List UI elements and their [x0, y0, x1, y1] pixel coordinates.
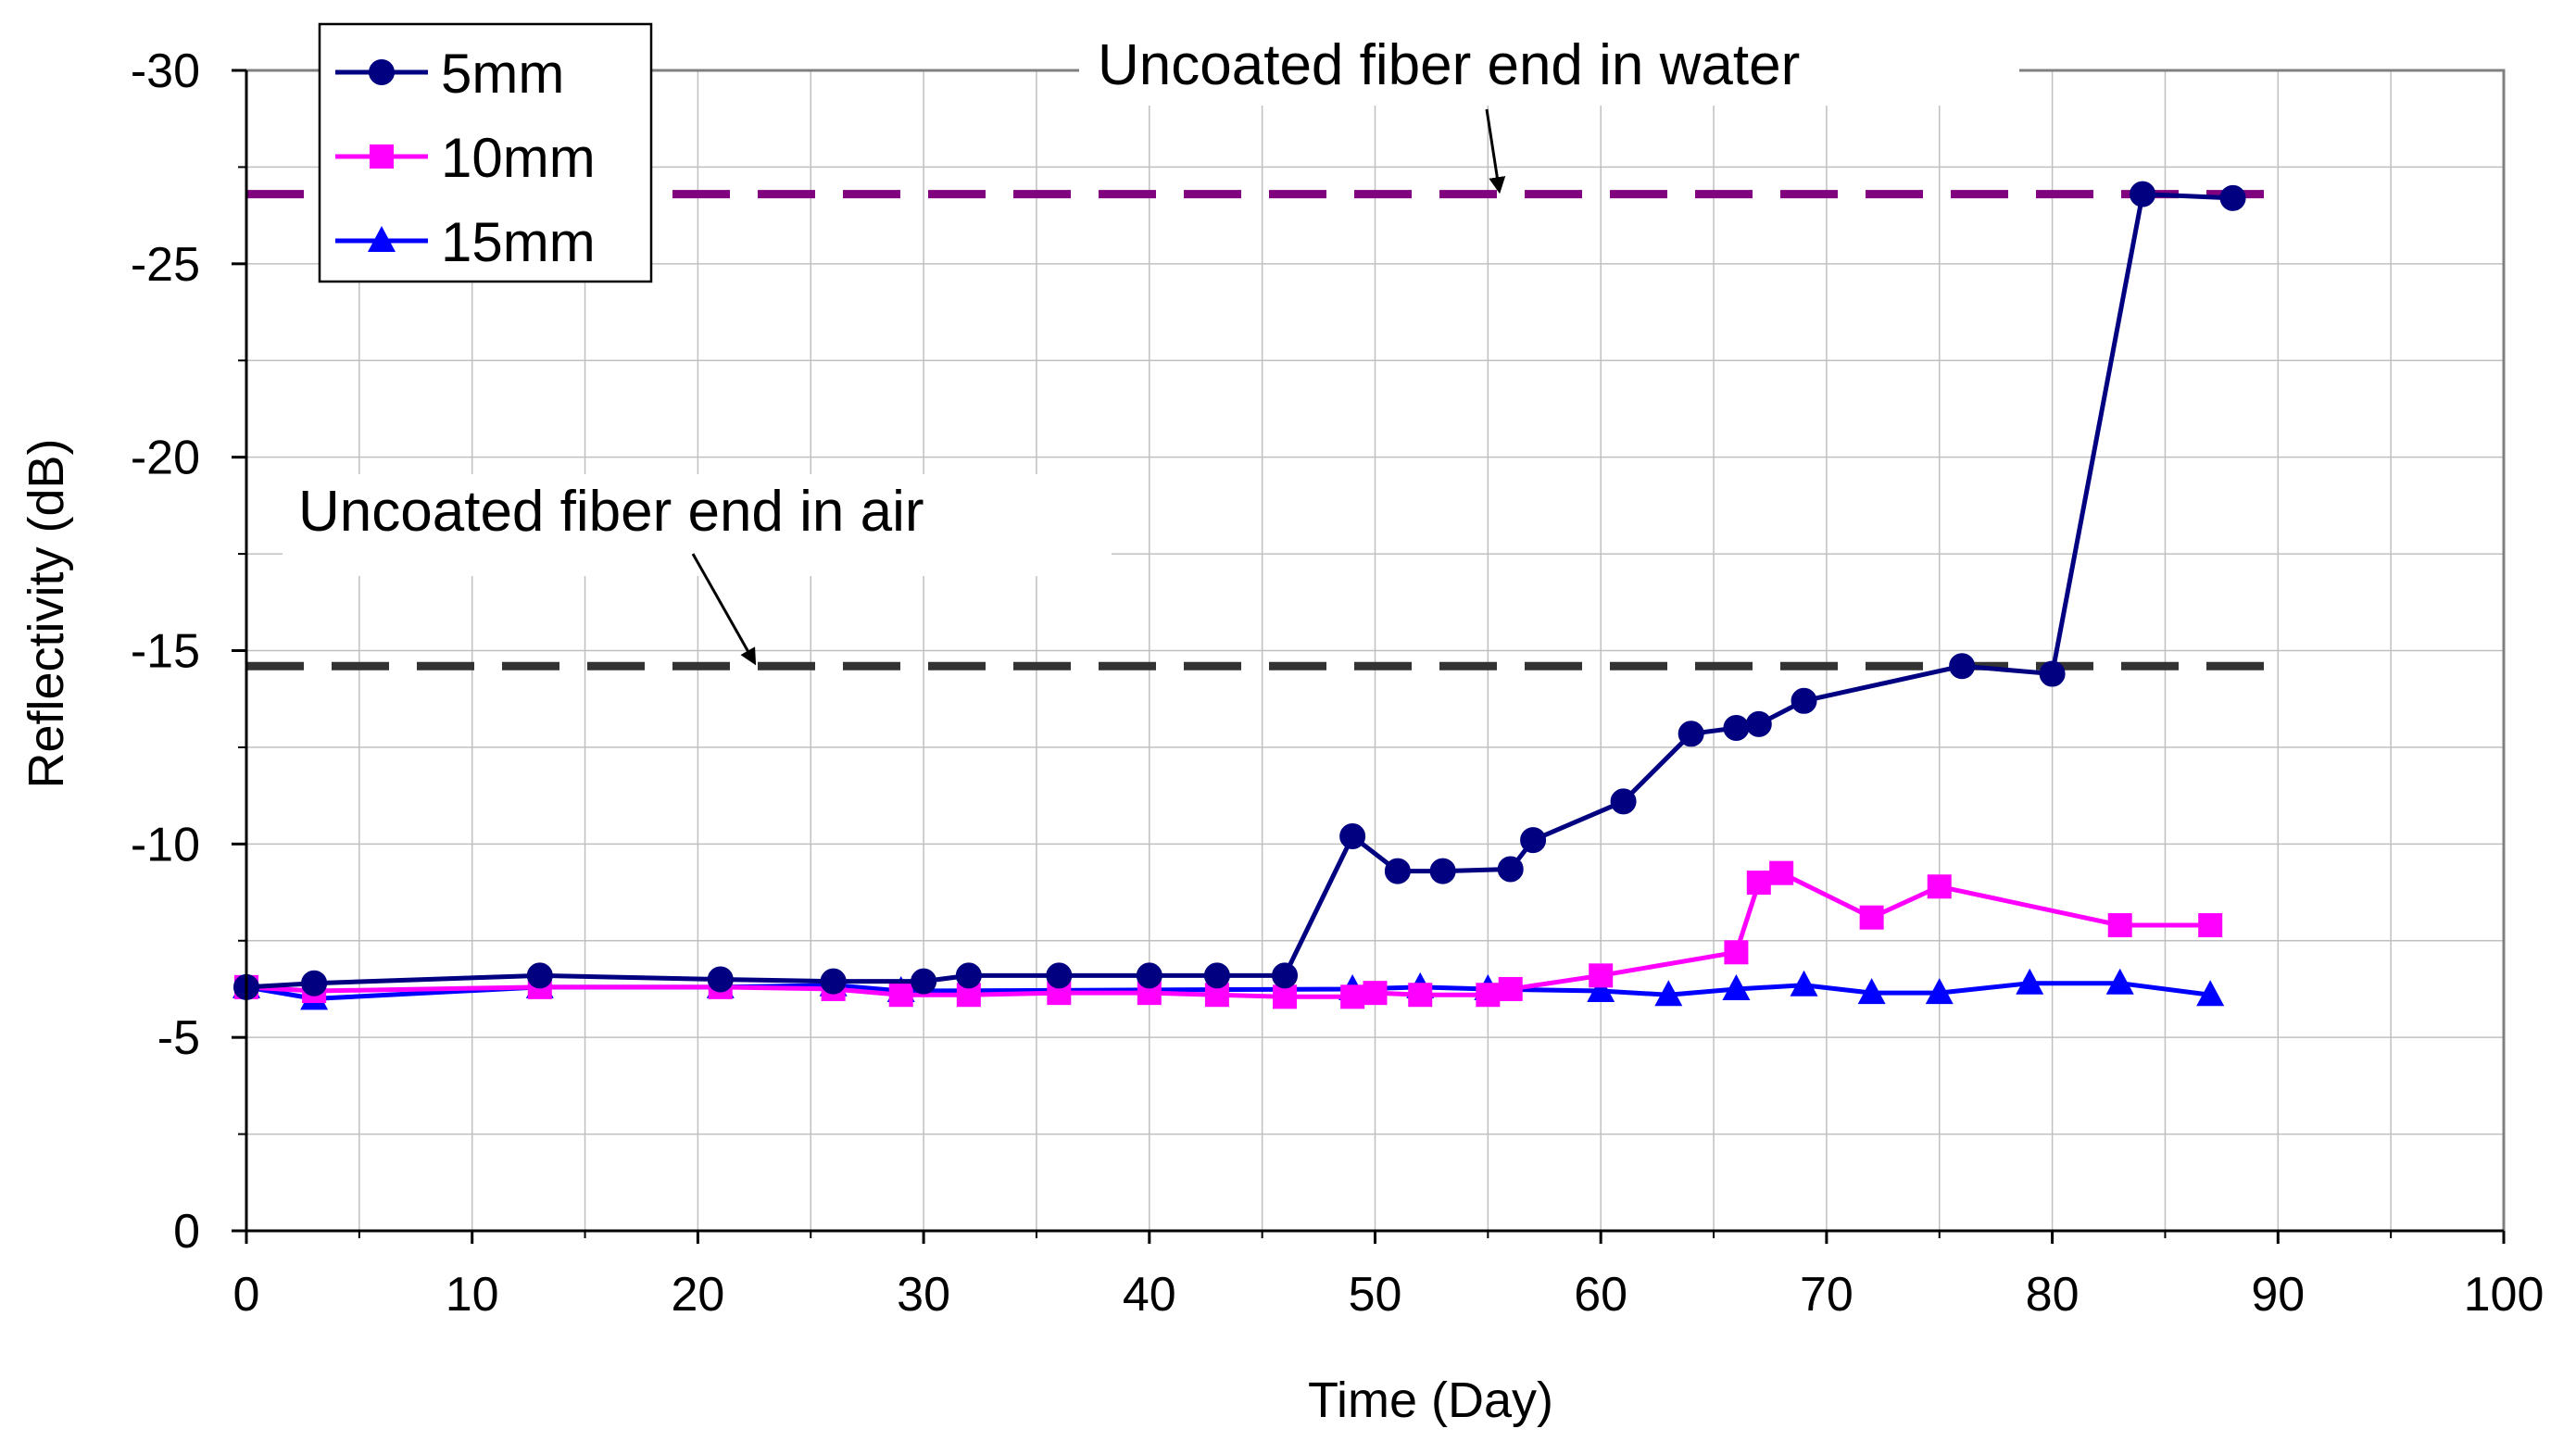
data-point-circle — [707, 966, 734, 993]
data-point-square — [2107, 913, 2132, 938]
data-point-square — [888, 983, 913, 1008]
x-tick-label: 80 — [2026, 1268, 2080, 1322]
data-point-circle — [1339, 822, 1366, 849]
data-point-square — [1273, 984, 1298, 1009]
x-tick-label: 40 — [1123, 1268, 1176, 1322]
legend-label: 5mm — [441, 43, 564, 105]
data-point-circle — [1791, 687, 1817, 714]
data-point-circle — [301, 970, 328, 996]
data-point-circle — [1520, 827, 1547, 854]
data-point-circle — [2219, 184, 2246, 211]
x-tick-label: 50 — [1349, 1268, 1402, 1322]
data-point-circle — [2039, 660, 2066, 687]
data-point-circle — [1272, 962, 1299, 989]
data-point-triangle — [368, 226, 396, 252]
data-point-circle — [1678, 721, 1704, 747]
data-point-square — [1408, 983, 1433, 1008]
y-tick-label: -15 — [131, 625, 200, 679]
x-axis-title: Time (Day) — [1308, 1373, 1553, 1428]
x-tick-label: 100 — [2464, 1268, 2545, 1322]
data-point-triangle — [2196, 980, 2225, 1007]
data-point-circle — [2130, 181, 2156, 207]
legend-item-5mm: 5mm — [335, 43, 564, 105]
legend-label: 10mm — [441, 127, 596, 189]
data-point-square — [1340, 984, 1365, 1009]
data-point-triangle — [2016, 968, 2044, 995]
legend-item-15mm: 15mm — [335, 211, 596, 273]
x-tick-label: 30 — [897, 1268, 950, 1322]
data-point-circle — [1203, 962, 1230, 989]
data-point-circle — [1046, 962, 1073, 989]
data-point-square — [1476, 983, 1501, 1008]
x-tick-label: 90 — [2251, 1268, 2305, 1322]
annotation-arrow — [691, 553, 757, 666]
annotation-air-label: Uncoated fiber end in air — [298, 480, 924, 544]
y-axis-title: Reflectivity (dB) — [19, 438, 74, 788]
legend: 5mm 10mm 15mm — [318, 22, 653, 283]
x-tick-label: 10 — [446, 1268, 499, 1322]
data-point-square — [1859, 905, 1884, 930]
annotation-water-label: Uncoated fiber end in water — [1098, 33, 1800, 97]
data-point-circle — [1429, 858, 1456, 884]
data-point-circle — [1949, 653, 1976, 680]
data-point-triangle — [1857, 978, 1886, 1005]
legend-label: 15mm — [441, 211, 596, 273]
data-point-square — [370, 144, 394, 169]
data-point-circle — [1610, 788, 1637, 815]
data-point-triangle — [1722, 973, 1751, 1000]
data-point-square — [1724, 940, 1749, 965]
y-tick-label: -5 — [157, 1011, 200, 1065]
data-point-circle — [911, 968, 937, 995]
data-point-square — [1589, 963, 1614, 988]
data-point-circle — [526, 962, 553, 989]
data-point-square — [1769, 860, 1794, 885]
data-point-triangle — [1587, 976, 1615, 1003]
y-tick-label: 0 — [173, 1205, 200, 1259]
x-tick-label: 60 — [1574, 1268, 1627, 1322]
x-tick-label: 20 — [671, 1268, 724, 1322]
data-point-circle — [1723, 715, 1750, 742]
series — [232, 181, 2246, 1010]
data-point-square — [1927, 874, 1952, 899]
data-point-square — [2198, 913, 2223, 938]
annotations: Uncoated fiber end in water Uncoated fibe… — [283, 33, 2019, 666]
data-point-circle — [1745, 710, 1772, 737]
y-tick-label: -10 — [131, 818, 200, 871]
data-point-circle — [369, 59, 395, 85]
data-point-circle — [955, 962, 982, 989]
x-tick-label: 70 — [1800, 1268, 1853, 1322]
data-point-triangle — [1654, 980, 1683, 1007]
legend-item-10mm: 10mm — [335, 127, 596, 189]
data-point-triangle — [2105, 968, 2134, 995]
series-5mm — [233, 181, 2246, 1000]
data-point-square — [1363, 981, 1388, 1006]
data-point-square — [1498, 976, 1523, 1001]
annotation-arrow — [1485, 108, 1506, 194]
data-point-triangle — [1790, 970, 1818, 996]
axes: 0 10 20 30 40 50 60 70 80 90 100 0 -5 -10 -15 -20 -25 -30… — [19, 44, 2544, 1428]
data-point-circle — [820, 968, 847, 995]
y-tick-label: -30 — [131, 44, 200, 98]
data-point-circle — [1497, 856, 1524, 883]
annotation-background — [1079, 41, 2019, 106]
data-point-square — [1746, 871, 1771, 896]
y-tick-label: -20 — [131, 432, 200, 485]
data-point-circle — [1384, 858, 1411, 884]
x-tick-label: 0 — [233, 1268, 260, 1322]
y-tick-label: -25 — [131, 238, 200, 292]
data-point-triangle — [1925, 978, 1954, 1005]
data-point-circle — [1136, 962, 1162, 989]
